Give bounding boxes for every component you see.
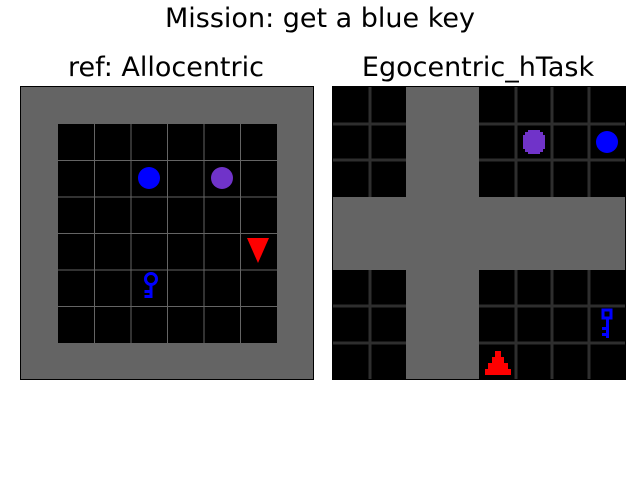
purple-ball-icon	[523, 130, 545, 154]
allocentric-view	[20, 86, 314, 380]
blue-ball-icon	[138, 167, 160, 189]
right-panel-title: Egocentric_hTask	[332, 52, 624, 83]
egocentric-view	[332, 86, 626, 380]
purple-ball-icon	[211, 167, 233, 189]
left-panel-title: ref: Allocentric	[20, 52, 312, 83]
blue-ball-icon	[596, 131, 618, 153]
mission-title: Mission: get a blue key	[0, 3, 640, 34]
horizontal-wall	[333, 197, 625, 270]
